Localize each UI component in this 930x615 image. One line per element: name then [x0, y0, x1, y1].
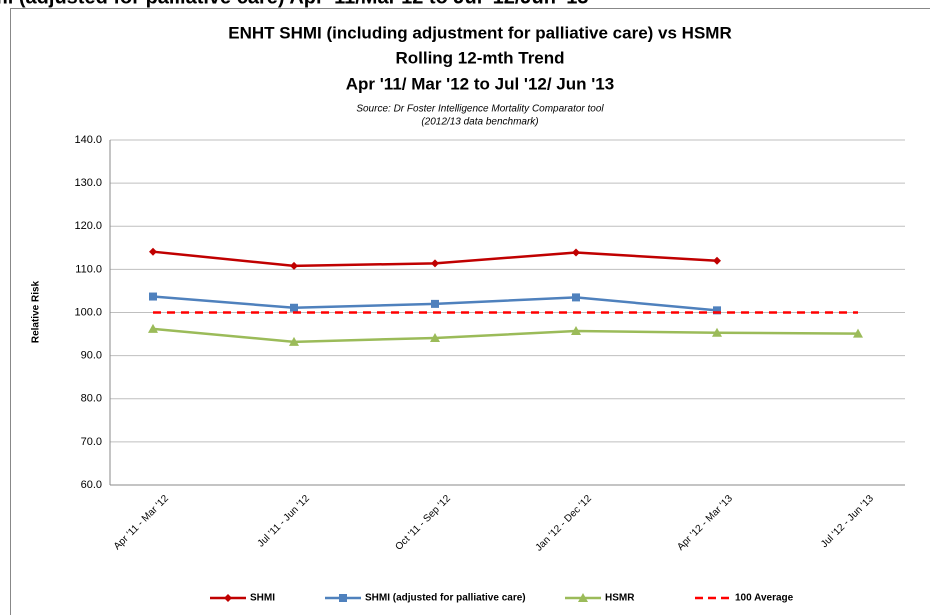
chart-title: Apr '11/ Mar '12 to Jul '12/ Jun '13	[346, 74, 614, 93]
chart-frame	[10, 8, 930, 615]
marker	[578, 593, 588, 602]
marker	[339, 594, 347, 602]
marker	[224, 594, 232, 602]
y-tick-label: 100.0	[74, 306, 102, 318]
x-tick-label: Jul '12 - Jun '13	[819, 493, 876, 550]
legend-label: HSMR	[605, 593, 635, 604]
y-tick-label: 70.0	[81, 436, 102, 448]
chart-subtitle: (2012/13 data benchmark)	[421, 117, 538, 128]
y-tick-label: 110.0	[75, 263, 102, 275]
chart-title: Rolling 12-mth Trend	[395, 48, 564, 67]
marker	[148, 323, 158, 333]
x-tick-label: Oct '11 - Sep '12	[394, 493, 454, 553]
legend-label: SHMI	[250, 593, 275, 604]
marker	[149, 247, 157, 256]
y-tick-label: 120.0	[74, 220, 102, 232]
legend-label: 100 Average	[735, 593, 794, 604]
page-heading: mi (adjusted for palliative care) Apr '1…	[0, 0, 589, 8]
x-tick-label: Jul '11 - Jun '12	[256, 493, 313, 550]
series-line	[152, 327, 859, 344]
marker	[430, 332, 440, 342]
y-axis-label: Relative Risk	[31, 280, 42, 343]
marker	[713, 256, 721, 265]
y-tick-label: 80.0	[81, 393, 102, 405]
marker	[853, 328, 863, 338]
y-tick-label: 60.0	[81, 479, 102, 491]
marker	[431, 259, 439, 268]
marker	[572, 293, 580, 302]
chart-title: ENHT SHMI (including adjustment for pall…	[228, 23, 731, 42]
marker	[431, 299, 439, 308]
marker	[571, 326, 581, 336]
y-tick-label: 140.0	[74, 134, 102, 146]
chart-subtitle: Source: Dr Foster Intelligence Mortality…	[356, 104, 604, 115]
marker	[290, 261, 298, 270]
marker	[712, 327, 722, 337]
legend-label: SHMI (adjusted for palliative care)	[365, 593, 526, 604]
marker	[289, 336, 299, 346]
x-tick-label: Jan '12 - Dec '12	[534, 493, 595, 554]
marker	[572, 248, 580, 257]
y-tick-label: 130.0	[74, 177, 102, 189]
marker	[290, 303, 298, 312]
x-tick-label: Apr '11 - Mar '12	[112, 493, 171, 552]
marker	[713, 306, 721, 315]
marker	[149, 292, 157, 301]
y-tick-label: 90.0	[81, 350, 102, 362]
x-tick-label: Apr '12 - Mar '13	[675, 493, 735, 553]
